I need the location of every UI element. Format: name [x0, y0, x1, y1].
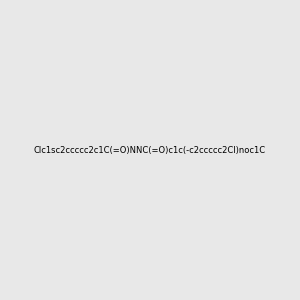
- Text: Clc1sc2ccccc2c1C(=O)NNC(=O)c1c(-c2ccccc2Cl)noc1C: Clc1sc2ccccc2c1C(=O)NNC(=O)c1c(-c2ccccc2…: [34, 146, 266, 154]
